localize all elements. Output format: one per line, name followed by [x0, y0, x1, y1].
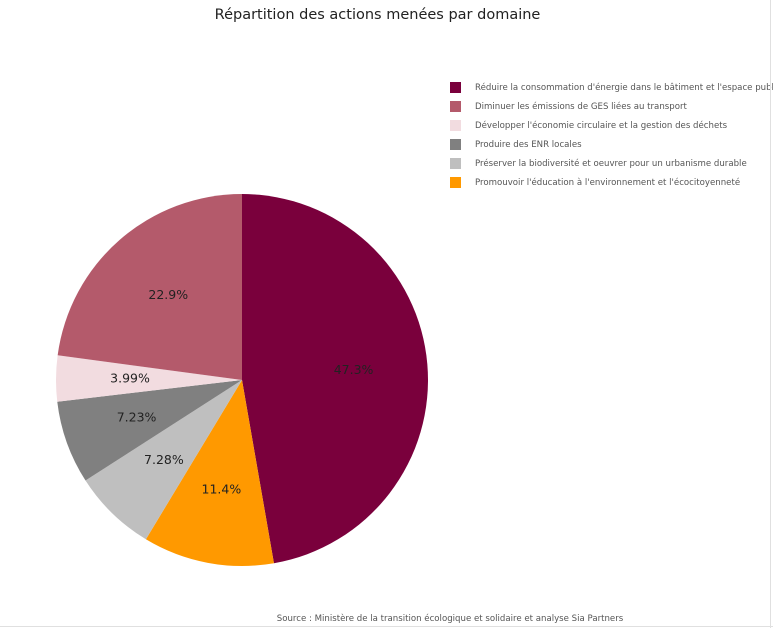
legend-item[interactable]: Promouvoir l'éducation à l'environnement…: [450, 173, 773, 192]
frame-border-bottom: [0, 626, 773, 627]
legend-item[interactable]: Réduire la consommation d'énergie dans l…: [450, 78, 773, 97]
legend-label: Développer l'économie circulaire et la g…: [475, 120, 728, 131]
legend-label: Préserver la biodiversité et oeuvrer pou…: [475, 158, 747, 169]
pie-slice[interactable]: [57, 194, 242, 380]
legend-swatch: [450, 158, 461, 169]
legend-swatch: [450, 120, 461, 131]
pie-slice[interactable]: [57, 380, 242, 481]
pie-slice[interactable]: [55, 355, 242, 402]
chart-title: Répartition des actions menées par domai…: [214, 7, 541, 23]
source-note: Source : Ministère de la transition écol…: [276, 614, 624, 624]
legend-label: Réduire la consommation d'énergie dans l…: [475, 82, 773, 93]
frame-border-right: [770, 0, 771, 628]
pie-slices: [55, 194, 428, 566]
pie-slice-label: 3.99%: [110, 371, 150, 386]
legend-item[interactable]: Diminuer les émissions de GES liées au t…: [450, 97, 773, 116]
pie-slice-labels: 47.3% 11.4% 7.28% 7.23% 3.99% 22.9%: [110, 287, 373, 496]
legend-label: Promouvoir l'éducation à l'environnement…: [475, 177, 741, 188]
legend-label: Diminuer les émissions de GES liées au t…: [475, 101, 687, 112]
legend: Réduire la consommation d'énergie dans l…: [450, 78, 773, 192]
legend-swatch: [450, 139, 461, 150]
legend-item[interactable]: Produire des ENR locales: [450, 135, 773, 154]
pie-slice-label: 47.3%: [334, 362, 374, 377]
pie-slice[interactable]: [242, 194, 428, 564]
legend-item[interactable]: Développer l'économie circulaire et la g…: [450, 116, 773, 135]
pie-slice-label: 7.28%: [144, 452, 184, 467]
legend-label: Produire des ENR locales: [475, 139, 582, 150]
legend-swatch: [450, 177, 461, 188]
legend-item[interactable]: Préserver la biodiversité et oeuvrer pou…: [450, 154, 773, 173]
legend-swatch: [450, 82, 461, 93]
legend-swatch: [450, 101, 461, 112]
pie-slice-label: 7.23%: [117, 409, 157, 424]
pie-slice-label: 11.4%: [202, 482, 242, 497]
pie-slice-label: 22.9%: [148, 287, 188, 302]
pie-slice[interactable]: [85, 380, 242, 540]
pie-slice[interactable]: [145, 380, 274, 566]
